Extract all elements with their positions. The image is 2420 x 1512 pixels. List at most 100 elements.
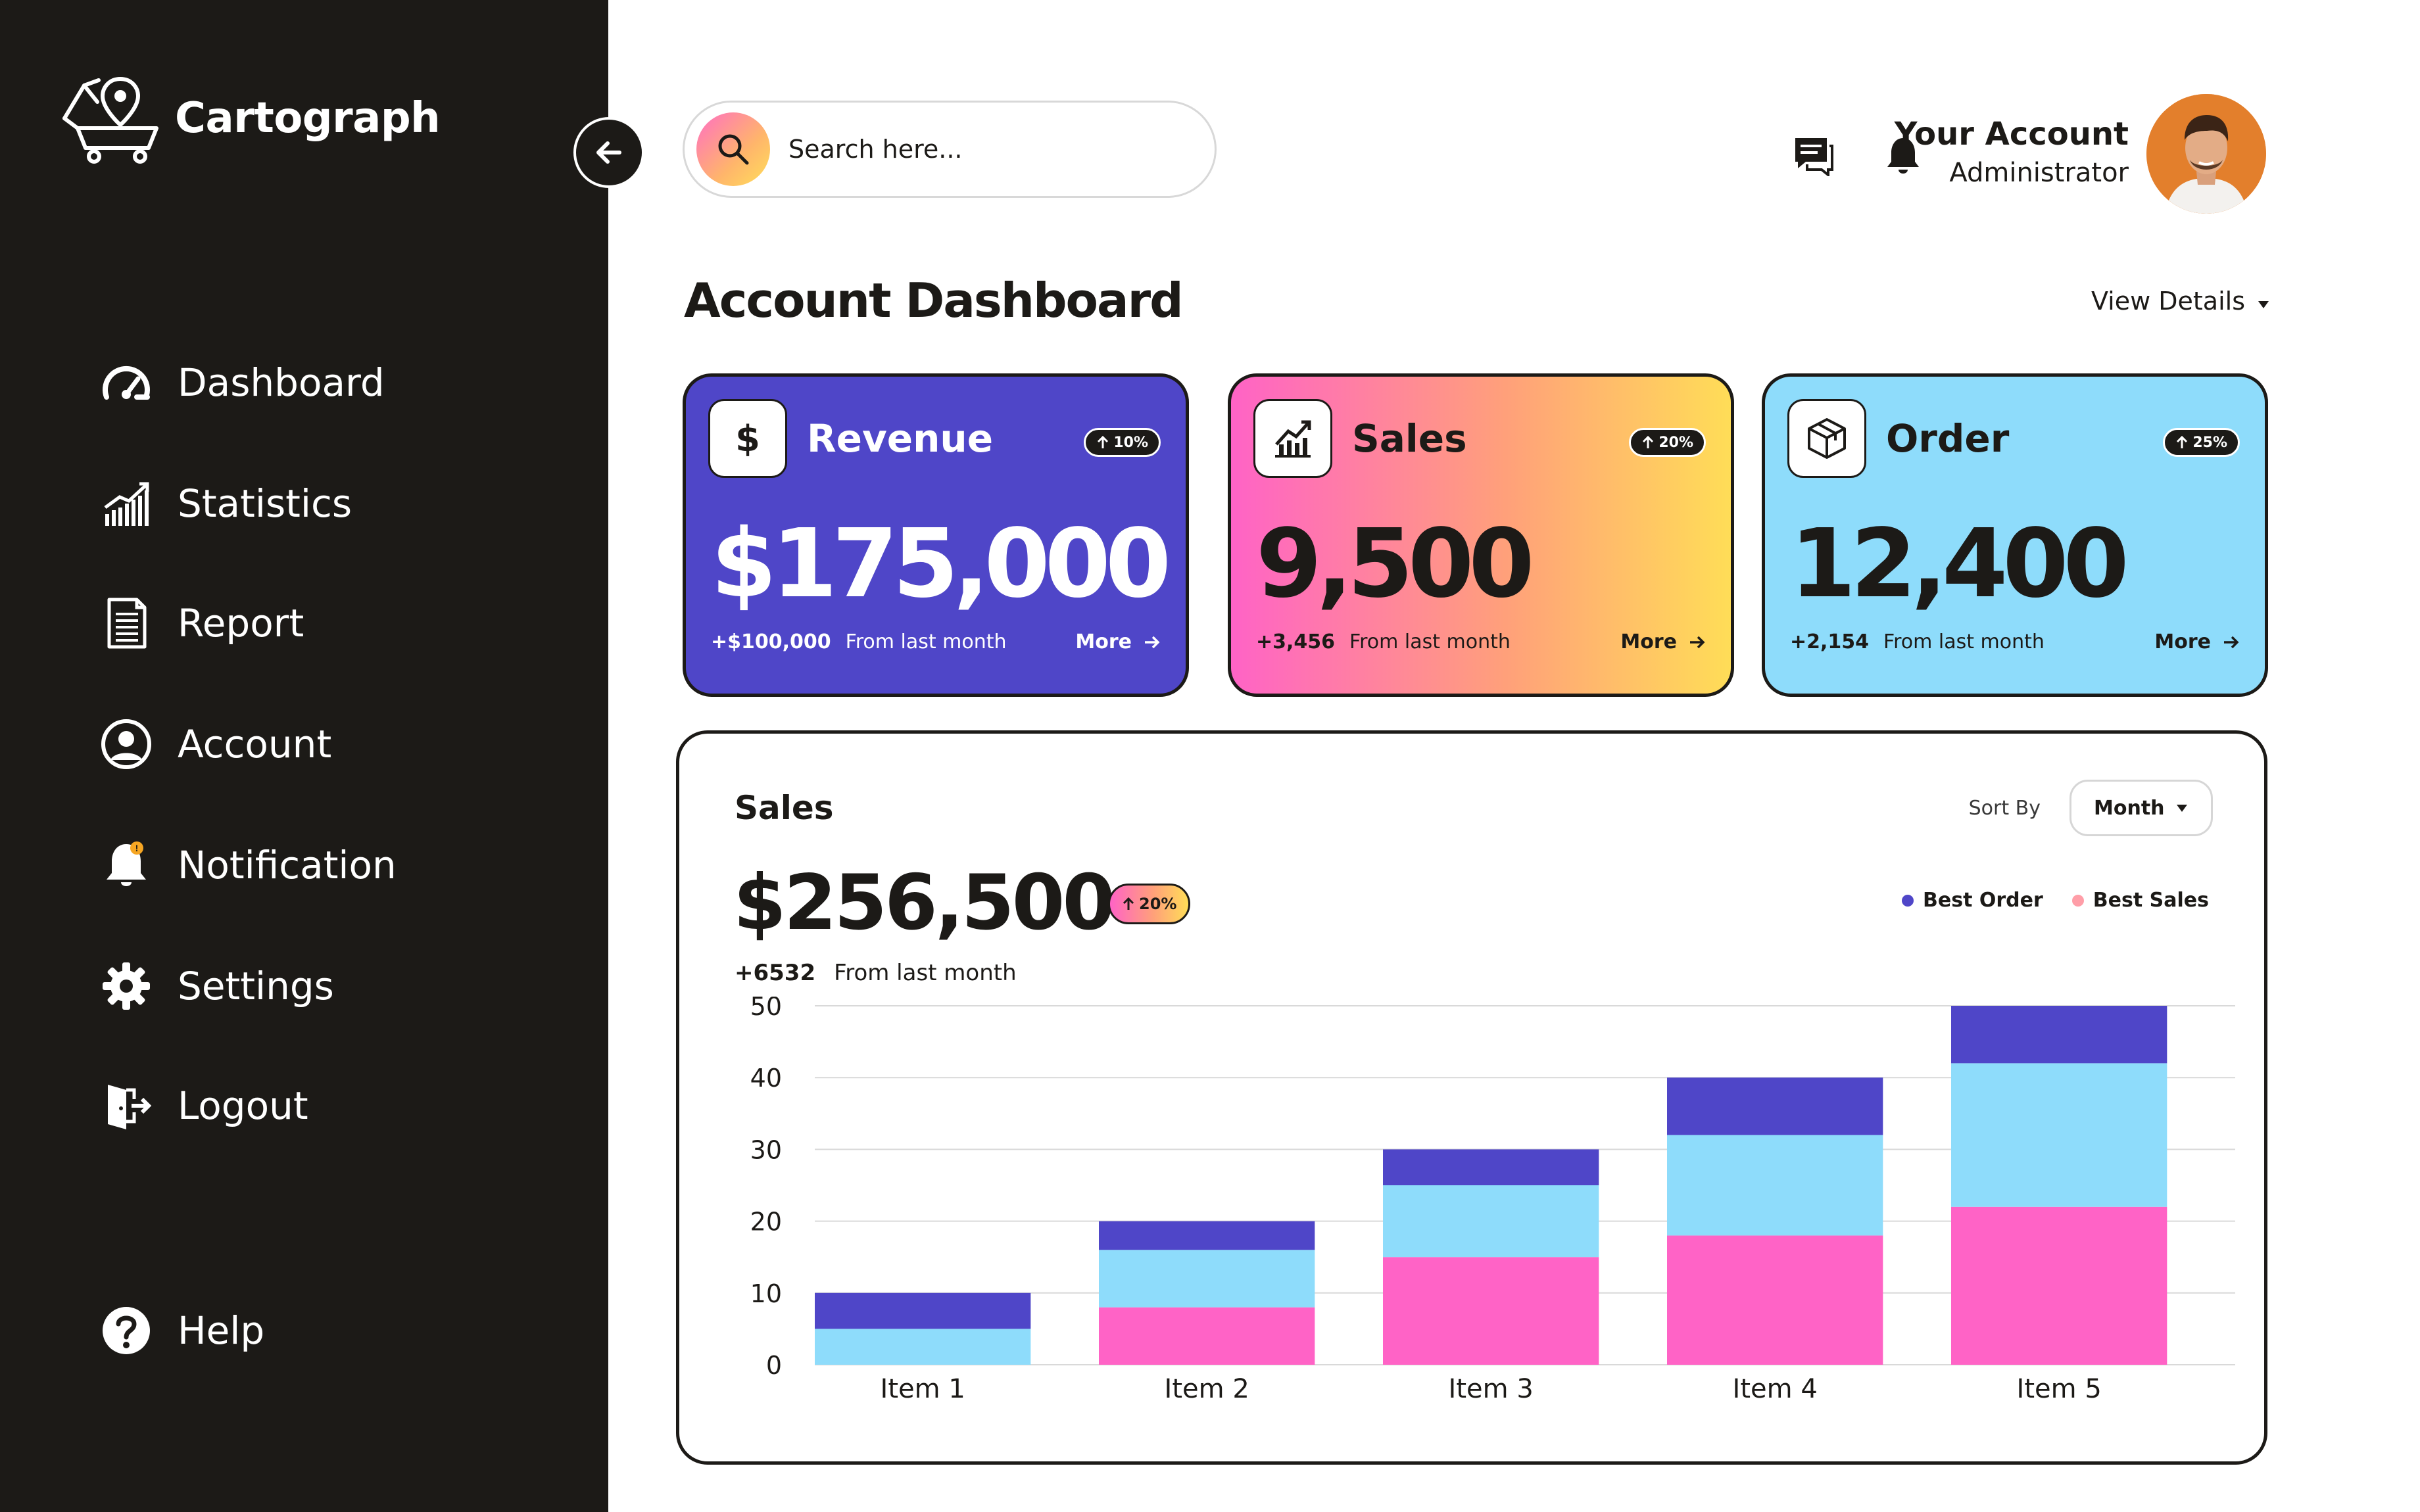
gear-icon [99, 958, 154, 1014]
sort-label: Sort By [1968, 796, 2041, 820]
growth-badge: 20% [1108, 884, 1191, 924]
arrow-up-icon [2177, 435, 2188, 448]
sidebar-item-notification[interactable]: ! Notification [99, 838, 397, 893]
logout-icon [99, 1078, 154, 1133]
top-icons [1789, 130, 1928, 180]
sidebar-item-help[interactable]: Help [99, 1303, 264, 1358]
sidebar-item-label: Logout [178, 1083, 308, 1128]
more-label: More [1620, 630, 1677, 653]
legend-dot [1902, 894, 1914, 907]
arrow-right-icon [1690, 636, 1705, 648]
view-details-dropdown[interactable]: View Details [2091, 287, 2270, 316]
more-link[interactable]: More [1620, 630, 1706, 653]
sidebar-item-label: Settings [178, 964, 334, 1008]
more-link[interactable]: More [1075, 630, 1161, 653]
avatar[interactable] [2146, 94, 2266, 214]
revenue-card: $ Revenue 10% $175,000 +$100,000 From la… [683, 373, 1189, 697]
sidebar-item-label: Notification [178, 843, 397, 887]
view-details-label: View Details [2091, 287, 2245, 316]
legend-label: Best Sales [2093, 889, 2209, 912]
y-tick-label: 10 [750, 1279, 782, 1308]
collapse-sidebar-button[interactable] [573, 117, 644, 188]
bar-segment [1383, 1149, 1599, 1185]
bar-segment [815, 1292, 1031, 1329]
badge-value: 20% [1658, 434, 1693, 451]
x-tick-label: Item 1 [881, 1374, 965, 1404]
growth-badge: 10% [1084, 428, 1161, 457]
bar-segment [815, 1329, 1031, 1365]
legend-item: Best Order [1902, 889, 2043, 912]
legend-item: Best Sales [2071, 889, 2209, 912]
badge-value: 20% [1139, 895, 1177, 913]
arrow-right-icon [1145, 636, 1160, 648]
more-label: More [2154, 630, 2211, 653]
caret-down-icon [2177, 805, 2187, 812]
card-delta: +2,154 [1790, 630, 1870, 653]
caret-down-icon [2257, 287, 2270, 316]
y-tick-label: 40 [750, 1064, 782, 1093]
svg-text:$: $ [735, 418, 760, 460]
sidebar-item-settings[interactable]: Settings [99, 958, 334, 1014]
card-value: 9,500 [1256, 508, 1534, 619]
chart-growth-icon [1253, 399, 1332, 478]
bar-chart-icon [99, 476, 154, 531]
arrow-up-icon [1123, 897, 1134, 910]
card-value: $175,000 [711, 508, 1171, 619]
y-tick-label: 20 [750, 1208, 782, 1237]
dollar-icon: $ [708, 399, 787, 478]
legend-label: Best Order [1923, 889, 2043, 912]
bar-segment [1099, 1250, 1315, 1308]
card-note: From last month [845, 630, 1007, 653]
gauge-icon [99, 355, 154, 410]
bell-icon: ! [99, 838, 154, 893]
more-link[interactable]: More [2154, 630, 2240, 653]
message-icon[interactable] [1789, 130, 1839, 180]
card-value: 12,400 [1790, 508, 2129, 619]
growth-badge: 20% [1629, 428, 1706, 457]
arrow-right-icon [2224, 636, 2239, 648]
sidebar-item-dashboard[interactable]: Dashboard [99, 355, 385, 410]
sidebar-item-logout[interactable]: Logout [99, 1078, 308, 1133]
x-tick-label: Item 2 [1165, 1374, 1249, 1404]
bar-segment [1951, 1063, 2167, 1207]
bar-segment [1951, 1206, 2167, 1365]
page-title: Account Dashboard [684, 273, 1184, 328]
brand[interactable]: Cartograph [58, 72, 441, 164]
card-delta: +3,456 [1256, 630, 1336, 653]
y-tick-label: 50 [750, 997, 782, 1021]
card-title: Sales [1352, 416, 1467, 461]
arrow-up-icon [1643, 435, 1654, 448]
document-icon [99, 596, 154, 651]
sales-bar-chart: 0 10 20 30 40 50 Item 1 Item 2 Item 3 Item 4 Item … [750, 997, 2235, 1404]
bar-segment [1951, 1006, 2167, 1064]
user-circle-icon [99, 717, 154, 772]
card-title: Order [1886, 416, 2010, 461]
sidebar-item-label: Report [178, 601, 304, 646]
search-icon[interactable] [696, 112, 770, 186]
bar-segment [1667, 1135, 1883, 1236]
y-tick-label: 30 [750, 1135, 782, 1164]
chart-legend: Best Order Best Sales [1902, 889, 2209, 912]
sidebar-item-label: Help [178, 1308, 265, 1353]
svg-text:!: ! [135, 843, 139, 853]
order-card: Order 25% 12,400 +2,154 From last month … [1762, 373, 2268, 697]
arrow-left-icon [596, 141, 621, 164]
account-menu[interactable]: Your Account Administrator [1895, 116, 2129, 188]
arrow-up-icon [1098, 435, 1109, 448]
question-icon [99, 1303, 154, 1358]
sidebar-item-account[interactable]: Account [99, 717, 331, 772]
sidebar: Cartograph Dashboard Statistics Report A… [0, 0, 608, 1512]
sales-note: From last month [834, 960, 1017, 986]
search-input[interactable] [788, 135, 1157, 164]
sort-select[interactable]: Month [2069, 780, 2213, 836]
bell-icon[interactable] [1878, 130, 1928, 180]
bar-segment [1667, 1077, 1883, 1135]
panel-title: Sales [735, 789, 834, 827]
sidebar-item-statistics[interactable]: Statistics [99, 476, 352, 531]
bar-segment [1383, 1257, 1599, 1365]
sidebar-item-report[interactable]: Report [99, 596, 304, 651]
search-bar[interactable] [683, 101, 1217, 198]
sales-total: $256,500 [733, 859, 1115, 947]
sidebar-item-label: Account [178, 722, 332, 767]
legend-dot [2071, 894, 2084, 907]
